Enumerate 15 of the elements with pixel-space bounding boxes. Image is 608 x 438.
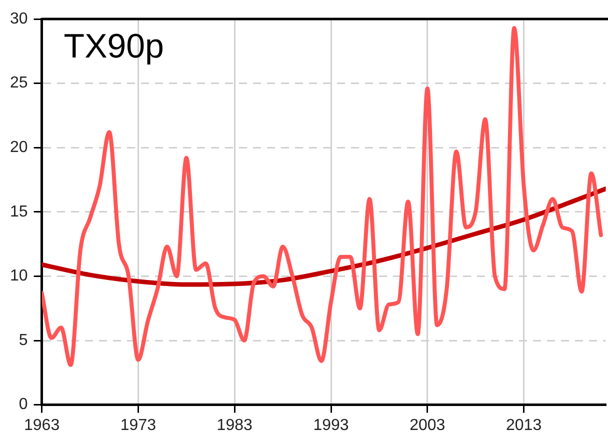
y-tick-label: 20 [10,139,28,156]
y-tick-label: 10 [10,268,28,285]
x-tick-label: 2003 [410,416,446,434]
chart-title: TX90p [64,27,164,66]
line-series [42,26,603,367]
x-tick-label: 1993 [313,416,349,434]
y-tick-label: 0 [18,396,28,414]
x-tick-label: 1963 [24,416,60,434]
y-tick-label: 15 [10,203,28,220]
y-tick-label: 30 [10,10,28,28]
x-tick-label: 1983 [216,416,252,434]
y-tick-label: 5 [18,332,28,349]
y-tick-label: 25 [10,74,28,92]
x-tick-label: 1973 [120,416,156,434]
x-tick-label: 2013 [506,416,542,434]
